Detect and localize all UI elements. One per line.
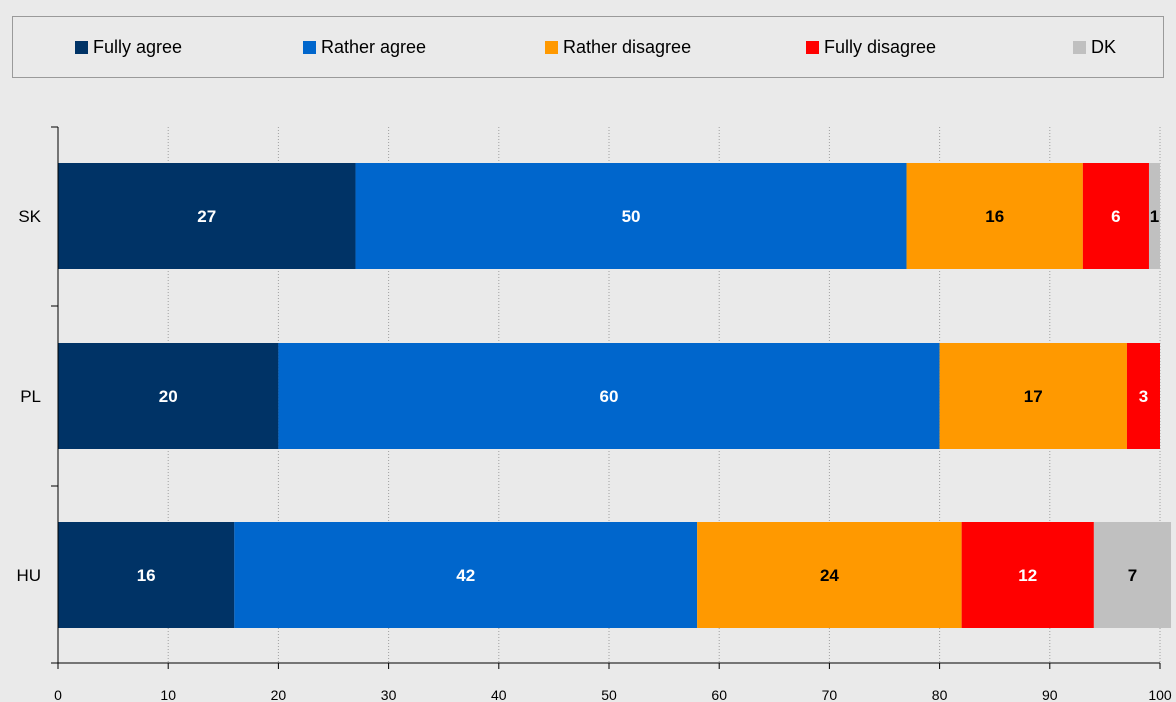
data-label: 50	[622, 207, 641, 226]
data-label: 24	[820, 566, 839, 585]
x-tick-label: 30	[381, 687, 397, 702]
x-tick-label: 0	[54, 687, 62, 702]
data-label: 20	[159, 387, 178, 406]
data-label: 16	[137, 566, 156, 585]
data-label: 12	[1018, 566, 1037, 585]
x-tick-label: 90	[1042, 687, 1058, 702]
category-label: HU	[16, 566, 41, 585]
data-label: 60	[600, 387, 619, 406]
x-tick-label: 10	[160, 687, 176, 702]
data-label: 3	[1139, 387, 1148, 406]
data-label: 6	[1111, 207, 1120, 226]
data-label: 1	[1150, 207, 1159, 226]
data-label: 7	[1128, 566, 1137, 585]
x-tick-label: 60	[711, 687, 727, 702]
data-label: 42	[456, 566, 475, 585]
data-label: 16	[985, 207, 1004, 226]
x-tick-label: 70	[822, 687, 838, 702]
x-tick-label: 20	[271, 687, 287, 702]
category-label: SK	[18, 207, 41, 226]
category-label: PL	[20, 387, 41, 406]
data-label: 27	[197, 207, 216, 226]
x-tick-label: 50	[601, 687, 617, 702]
x-tick-label: 40	[491, 687, 507, 702]
x-tick-label: 100	[1148, 687, 1172, 702]
x-tick-label: 80	[932, 687, 948, 702]
data-label: 17	[1024, 387, 1043, 406]
